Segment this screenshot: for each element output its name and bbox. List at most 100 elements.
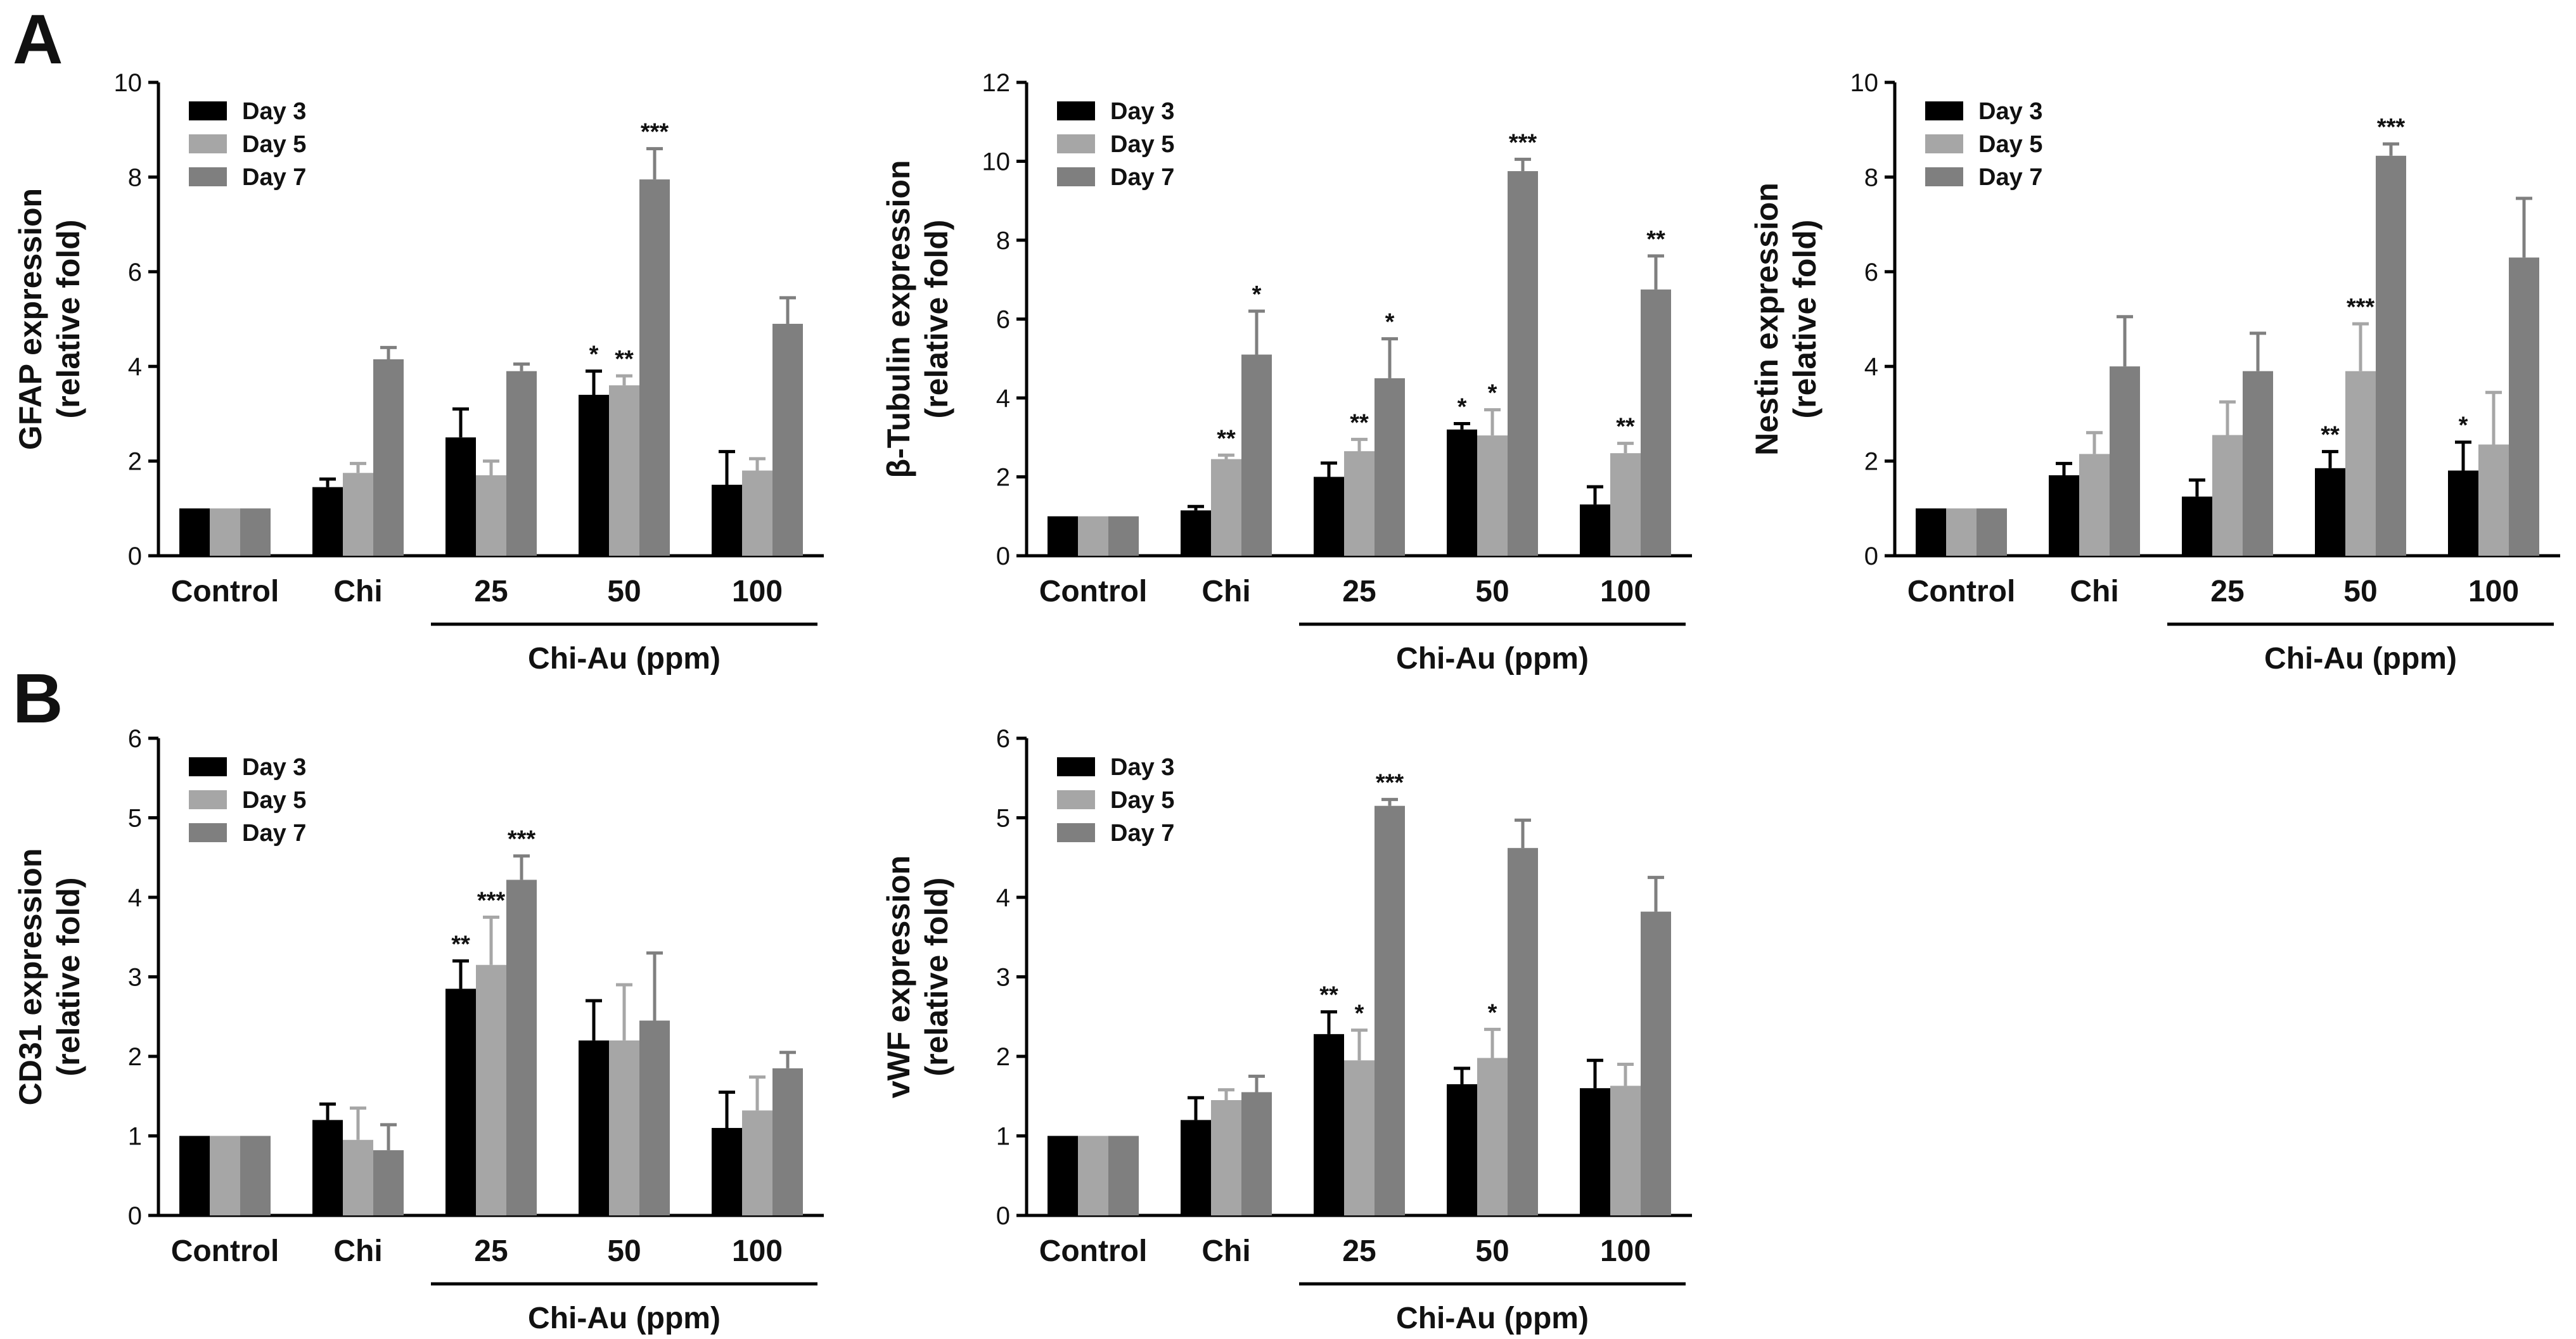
y-axis-subtitle: (relative fold): [1787, 220, 1823, 419]
legend-swatch: [1057, 757, 1095, 776]
category-label: 25: [1342, 1234, 1376, 1268]
category-label: 25: [1342, 575, 1376, 608]
legend-swatch: [1057, 790, 1095, 809]
bar: [1048, 1136, 1078, 1215]
legend-swatch: [1925, 101, 1963, 120]
significance-label: **: [1616, 414, 1635, 440]
y-axis-title: CD31 expression: [13, 849, 48, 1106]
bar: [1181, 1120, 1211, 1215]
significance-label: ***: [1376, 770, 1404, 797]
bar: [2049, 475, 2079, 556]
bar: [1344, 451, 1375, 556]
bar: [2079, 454, 2110, 556]
group-label: Chi-Au (ppm): [1396, 642, 1589, 676]
bar: [312, 1120, 343, 1215]
legend-label: Day 5: [242, 787, 306, 814]
bar: [1314, 477, 1344, 556]
significance-label: ***: [2347, 294, 2375, 321]
significance-label: **: [1217, 425, 1236, 452]
legend-swatch: [1925, 134, 1963, 153]
y-tick-label: 0: [128, 1202, 142, 1230]
significance-label: *: [1385, 309, 1395, 336]
category-label: Control: [1039, 1234, 1148, 1268]
legend-label: Day 7: [242, 164, 306, 191]
significance-label: *: [1488, 380, 1497, 407]
bar: [179, 508, 210, 556]
y-tick-label: 0: [128, 542, 142, 570]
y-tick-label: 10: [982, 148, 1011, 176]
bar: [445, 989, 476, 1215]
y-tick-label: 3: [996, 964, 1010, 992]
bar: [1375, 805, 1405, 1215]
significance-label: **: [1319, 982, 1338, 1009]
bar: [1314, 1034, 1344, 1215]
legend-label: Day 3: [242, 98, 306, 125]
y-tick-label: 0: [996, 1202, 1010, 1230]
bar: [476, 475, 506, 556]
legend-swatch: [189, 134, 227, 153]
chart-5: 0 1 2 3 4 5 6 vWF expression (relative fold) Cont…: [881, 725, 1692, 1335]
legend-swatch: [1057, 167, 1095, 186]
category-label: 50: [1475, 1234, 1509, 1268]
category-label: 50: [607, 1234, 641, 1268]
significance-label: **: [451, 931, 470, 958]
significance-label: ***: [641, 119, 669, 146]
y-tick-label: 4: [1864, 353, 1878, 381]
bar: [2315, 468, 2345, 556]
category-label: Control: [1039, 575, 1148, 608]
y-tick-label: 2: [996, 464, 1010, 492]
y-axis-subtitle: (relative fold): [51, 220, 86, 419]
y-axis-subtitle: (relative fold): [919, 878, 954, 1077]
category-label: 100: [732, 1234, 783, 1268]
legend-swatch: [189, 790, 227, 809]
y-tick-label: 0: [1864, 542, 1878, 570]
bar: [1344, 1060, 1375, 1215]
legend-swatch: [189, 823, 227, 842]
category-label: 100: [1600, 1234, 1651, 1268]
category-label: Control: [171, 1234, 279, 1268]
category-label: Control: [171, 575, 279, 608]
y-tick-label: 4: [128, 884, 142, 912]
bar: [609, 1040, 639, 1215]
significance-label: *: [1355, 1001, 1364, 1027]
chart-3: 0 2 4 6 8 10 Nestin expression (relative fold) C…: [1749, 69, 2560, 676]
bar: [506, 880, 537, 1215]
legend-swatch: [189, 101, 227, 120]
legend-label: Day 5: [242, 131, 306, 158]
y-tick-label: 6: [996, 306, 1010, 334]
category-label: Chi: [1201, 575, 1250, 608]
bar: [1508, 848, 1538, 1215]
bar: [1477, 1058, 1508, 1215]
significance-label: *: [1458, 394, 1467, 420]
legend-label: Day 3: [1978, 98, 2042, 125]
bar: [1181, 510, 1211, 556]
y-axis-title: β-Tubulin expression: [881, 160, 916, 478]
significance-label: *: [2459, 413, 2468, 439]
bar: [2110, 366, 2140, 556]
y-tick-label: 8: [996, 227, 1010, 255]
bar: [579, 395, 609, 556]
y-tick-label: 0: [996, 542, 1010, 570]
bar: [742, 1110, 772, 1215]
bar: [1508, 171, 1538, 556]
bar: [1447, 1084, 1477, 1215]
legend-label: Day 5: [1110, 131, 1174, 158]
legend-swatch: [189, 167, 227, 186]
category-label: 25: [474, 1234, 508, 1268]
bar: [1048, 516, 1078, 556]
legend-swatch: [1057, 823, 1095, 842]
y-tick-label: 2: [1864, 448, 1878, 476]
bar: [1916, 508, 1946, 556]
bar: [2345, 371, 2376, 556]
bar: [2182, 496, 2212, 556]
legend-label: Day 5: [1978, 131, 2042, 158]
bar: [476, 964, 506, 1215]
y-tick-label: 4: [996, 884, 1010, 912]
category-label: 50: [2343, 575, 2377, 608]
bar: [579, 1040, 609, 1215]
significance-label: *: [1252, 281, 1262, 308]
significance-label: **: [2321, 422, 2340, 449]
category-label: 100: [1600, 575, 1651, 608]
